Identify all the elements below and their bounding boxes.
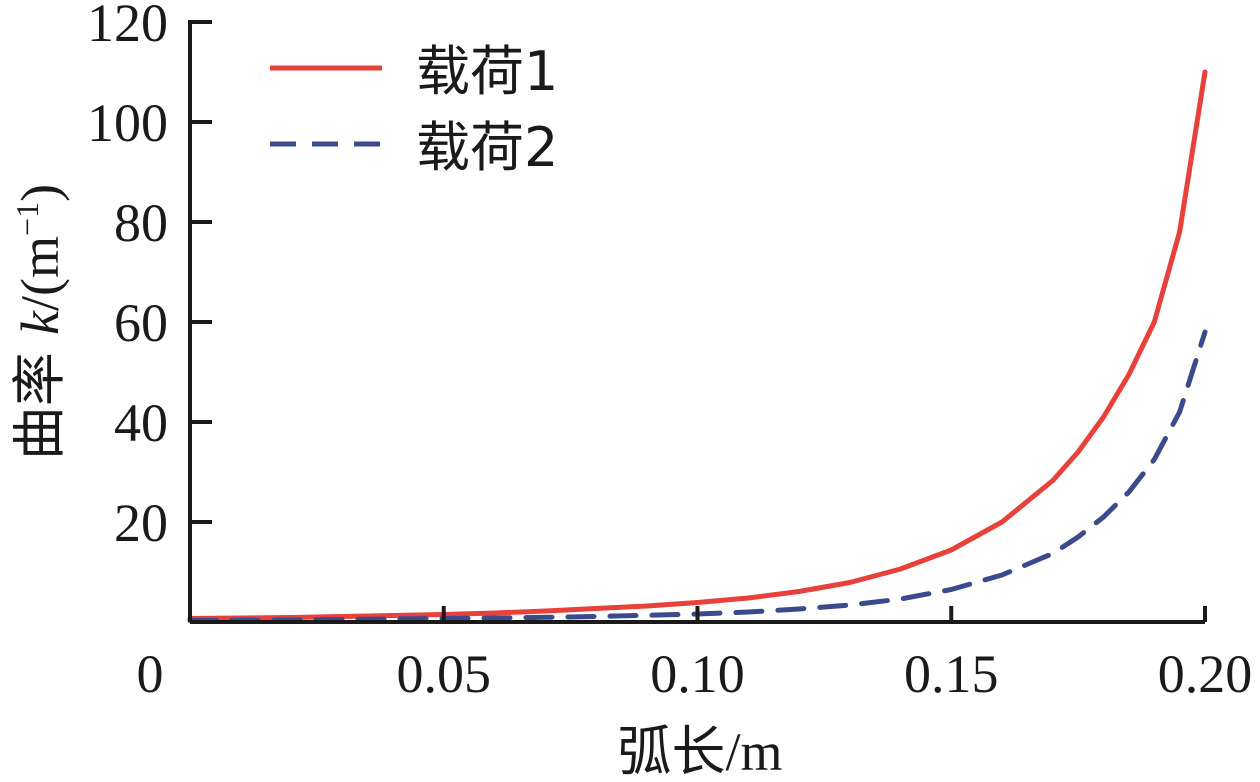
x-tick-label: 0.10 xyxy=(650,644,745,704)
y-tick-label: 120 xyxy=(87,0,168,53)
x-axis-title-text: 弧长 xyxy=(617,720,725,782)
y-tick-label: 80 xyxy=(114,193,168,253)
x-tick-label: 0.20 xyxy=(1158,644,1253,704)
series-line-1 xyxy=(187,69,1208,621)
x-axis-title-unit: /m xyxy=(725,722,782,782)
y-tick-label: 20 xyxy=(114,493,168,553)
y-tick-label: 40 xyxy=(114,393,168,453)
legend: 载荷1 载荷2 xyxy=(270,40,558,179)
y-axis-title: 曲率 k/(m−1) xyxy=(8,184,71,460)
y-axis-title-var: k xyxy=(10,310,70,335)
y-axis-title-unit-close: ) xyxy=(10,184,70,202)
y-axis-title-unit-sup: −1 xyxy=(9,202,45,236)
ticks-layer: 20 40 60 80 100 120 0 0.05 0.10 0.15 0.20 xyxy=(87,0,1252,704)
legend-label-series-1: 载荷1 xyxy=(416,40,558,103)
y-tick-label: 60 xyxy=(114,293,168,353)
axes-layer xyxy=(188,20,1205,624)
x-tick-label: 0.05 xyxy=(397,644,492,704)
x-tick-label: 0.15 xyxy=(904,644,999,704)
y-axis-title-unit: /(m xyxy=(10,236,70,311)
x-axis-title: 弧长/m xyxy=(617,720,782,782)
legend-label-series-2: 载荷2 xyxy=(416,116,558,179)
y-tick-label: 100 xyxy=(87,93,168,153)
series-line-2 xyxy=(187,329,1208,623)
y-axis-title-prefix: 曲率 xyxy=(8,335,71,460)
series-layer xyxy=(187,69,1208,623)
x-tick-label: 0 xyxy=(137,644,164,704)
